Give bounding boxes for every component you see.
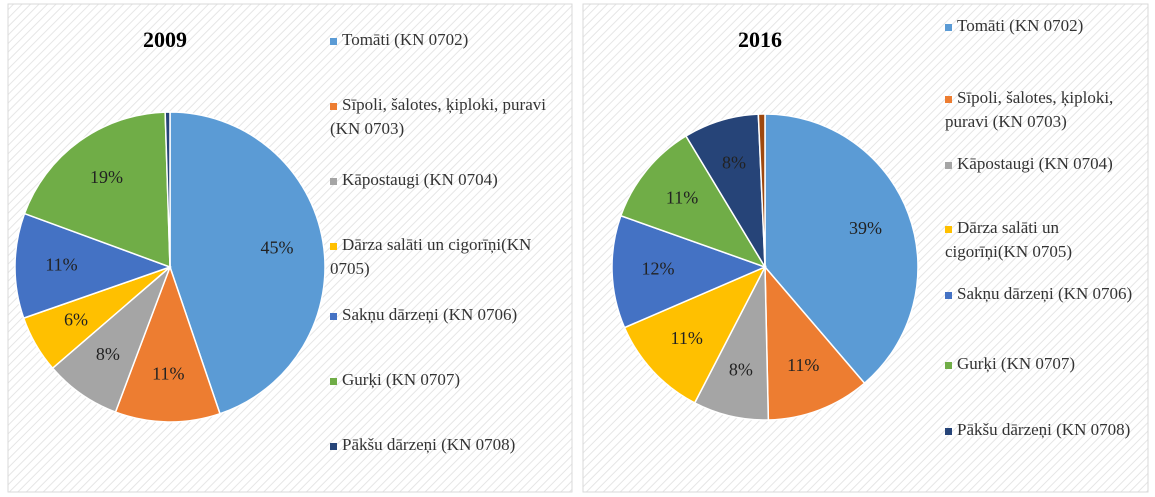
legend-label: Sīpoli, šalotes, ķiploki, puravi (KN 070…	[945, 88, 1114, 131]
legend-swatch	[330, 177, 337, 185]
legend-item: Kāpostaugi (KN 0704)	[945, 152, 1145, 176]
pie-slice	[169, 111, 326, 415]
legend-label: Kāpostaugi (KN 0704)	[957, 154, 1113, 173]
data-label: 39%	[849, 218, 882, 238]
legend-label: Gurķi (KN 0707)	[957, 354, 1076, 373]
legend-swatch	[330, 442, 337, 450]
legend-swatch	[330, 242, 337, 250]
legend-swatch	[945, 161, 952, 169]
pie-slice	[764, 113, 919, 385]
pie-slice	[14, 212, 173, 320]
data-label: 11%	[787, 355, 819, 375]
pie-slice	[23, 111, 171, 269]
legend-label: Sīpoli, šalotes, ķiploki, puravi (KN 070…	[330, 95, 546, 138]
legend-label: Dārza salāti un cigorīņi(KN 0705)	[945, 218, 1073, 261]
legend-swatch	[330, 312, 337, 320]
legend-label: Gurķi (KN 0707)	[342, 370, 461, 389]
legend-item: Dārza salāti un cigorīņi(KN 0705)	[330, 233, 560, 281]
data-label: 45%	[261, 237, 294, 257]
pie-slice	[114, 264, 221, 423]
pie-slice	[164, 111, 171, 268]
chart-title: 2016	[738, 27, 782, 52]
legend-item: Sakņu dārzeņi (KN 0706)	[945, 282, 1145, 306]
legend-swatch	[330, 37, 337, 45]
legend-item: Sakņu dārzeņi (KN 0706)	[330, 303, 560, 327]
data-label: 19%	[90, 167, 123, 187]
pie-slice	[764, 264, 866, 421]
legend-item: Sīpoli, šalotes, ķiploki, puravi (KN 070…	[330, 93, 560, 141]
data-label: 11%	[45, 254, 77, 274]
pie-slice	[619, 134, 767, 269]
data-label: 8%	[96, 344, 120, 364]
legend-item: Gurķi (KN 0707)	[945, 352, 1145, 376]
pie-slice	[611, 214, 768, 329]
legend-label: Pākšu dārzeņi (KN 0708)	[342, 435, 516, 454]
data-label: 6%	[64, 309, 88, 329]
pie-slice	[757, 113, 766, 268]
legend-label: Sakņu dārzeņi (KN 0706)	[342, 305, 518, 324]
legend-item: Pākšu dārzeņi (KN 0708)	[945, 418, 1145, 442]
legend-item: Sīpoli, šalotes, ķiploki, puravi (KN 070…	[945, 86, 1145, 134]
legend-item: Gurķi (KN 0707)	[330, 368, 560, 392]
legend-label: Kāpostaugi (KN 0704)	[342, 170, 498, 189]
legend-swatch	[330, 377, 337, 385]
legend-swatch	[945, 95, 952, 103]
legend-label: Tomāti (KN 0702)	[957, 16, 1084, 35]
chart-title: 2009	[143, 27, 187, 52]
pie-slice	[623, 265, 767, 404]
legend-swatch	[330, 102, 337, 110]
data-label: 8%	[722, 153, 746, 173]
legend-label: Pākšu dārzeņi (KN 0708)	[957, 420, 1131, 439]
legend-label: Dārza salāti un cigorīņi(KN 0705)	[330, 235, 532, 278]
legend-label: Sakņu dārzeņi (KN 0706)	[957, 284, 1133, 303]
legend-item: Tomāti (KN 0702)	[330, 28, 560, 52]
legend-label: Tomāti (KN 0702)	[342, 30, 469, 49]
legend-swatch	[945, 361, 952, 369]
data-label: 11%	[670, 328, 702, 348]
legend-item: Tomāti (KN 0702)	[945, 14, 1145, 38]
legend-swatch	[945, 225, 952, 233]
legend-swatch	[945, 427, 952, 435]
data-label: 8%	[729, 359, 753, 379]
legend-swatch	[945, 23, 952, 31]
legend-item: Kāpostaugi (KN 0704)	[330, 168, 560, 192]
legend-swatch	[945, 291, 952, 299]
data-label: 11%	[666, 187, 698, 207]
legend-item: Pākšu dārzeņi (KN 0708)	[330, 433, 560, 457]
data-label: 11%	[152, 364, 184, 384]
legend-item: Dārza salāti un cigorīņi(KN 0705)	[945, 216, 1145, 264]
data-label: 12%	[641, 259, 674, 279]
